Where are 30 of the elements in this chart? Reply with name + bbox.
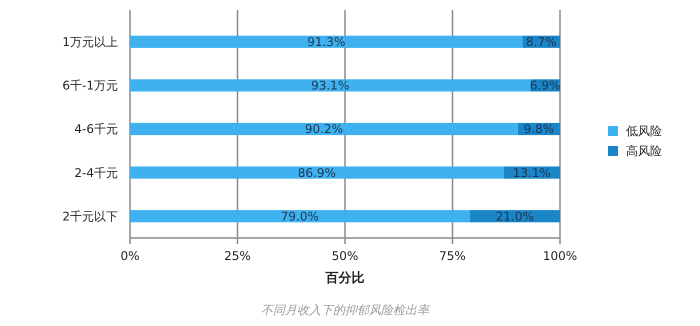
x-tick-label: 25% (224, 249, 251, 263)
text: 不同月收入下的抑郁风险检出率 (261, 303, 431, 317)
data-label: 79.0% (280, 209, 319, 224)
y-tick-label: 1万元以上 (62, 35, 118, 49)
data-label: 13.1% (512, 166, 551, 180)
bar (130, 79, 530, 92)
bar (130, 166, 504, 179)
legend-label: 高风险 (626, 144, 662, 158)
x-tick-label: 0% (120, 249, 140, 263)
x-tick-label: 75% (439, 249, 466, 263)
y-tick-label: 6千-1万元 (62, 78, 118, 93)
x-tick-label: 50% (332, 249, 358, 263)
legend-label: 低风险 (626, 124, 662, 138)
bar (130, 122, 518, 136)
data-label: 21.0% (496, 209, 534, 224)
y-tick-label: 2千元以下 (62, 209, 118, 224)
data-label: 93.1% (311, 78, 350, 93)
data-label: 91.3% (307, 35, 346, 49)
data-label: 9.8% (524, 122, 554, 136)
y-tick-label: 4-6千元 (74, 122, 118, 136)
y-tick-label: 2-4千元 (74, 166, 118, 180)
bar (130, 36, 523, 48)
data-label: 90.2% (304, 122, 343, 136)
data-label: 6.9% (530, 78, 560, 93)
data-label: 8.7% (526, 35, 557, 49)
x-axis-title: 百分比 (324, 271, 364, 286)
data-label: 86.9% (298, 166, 336, 180)
bar (130, 210, 470, 222)
x-tick-label: 100% (542, 249, 578, 263)
bar (470, 210, 560, 222)
